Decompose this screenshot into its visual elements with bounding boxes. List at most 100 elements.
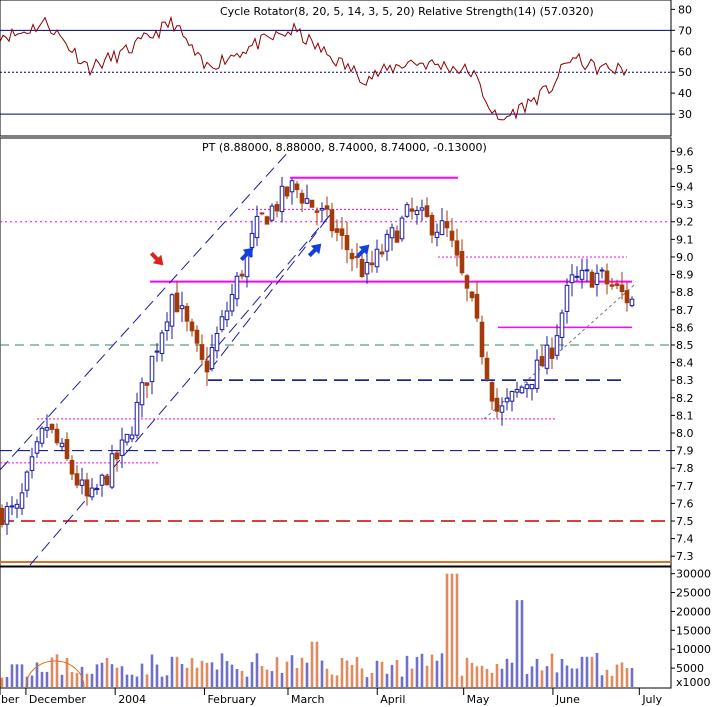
candle-body bbox=[34, 441, 40, 454]
candle-body bbox=[339, 228, 345, 236]
rsi-title: Cycle Rotator(8, 20, 5, 14, 3, 5, 20) Re… bbox=[220, 5, 594, 18]
price-tick-label: 9.0 bbox=[676, 251, 694, 264]
volume-bar bbox=[535, 658, 539, 687]
candle-body bbox=[594, 272, 600, 285]
price-tick-label: 9.1 bbox=[676, 233, 694, 246]
volume-bar bbox=[565, 665, 569, 687]
volume-bar bbox=[520, 600, 524, 687]
volume-bar bbox=[340, 657, 344, 687]
candle-body bbox=[544, 344, 550, 369]
candle-body bbox=[319, 207, 325, 211]
volume-bar bbox=[135, 676, 139, 687]
volume-bar bbox=[440, 653, 444, 687]
volume-bar bbox=[615, 664, 619, 687]
price-tick-label: 8.1 bbox=[676, 409, 694, 422]
candle-body bbox=[184, 305, 190, 322]
volume-bar bbox=[575, 668, 579, 687]
price-axis: 7.3 7.4 7.5 7.6 7.7 7.8 7.9 8.0 8.1 8.2 8.3 8.4 8.5 8… bbox=[671, 145, 694, 563]
price-title: PT (8.88000, 8.88000, 8.74000, 8.74000, … bbox=[202, 141, 487, 154]
volume-bar bbox=[480, 665, 484, 687]
arrow-head bbox=[152, 254, 164, 266]
candle-body bbox=[409, 208, 415, 212]
price-tick-label: 8.4 bbox=[676, 357, 694, 370]
candle-body bbox=[84, 479, 90, 497]
volume-bar bbox=[215, 669, 219, 687]
candle-body bbox=[624, 290, 630, 304]
candle-body bbox=[559, 312, 565, 338]
candle-body bbox=[44, 427, 50, 431]
volume-bar bbox=[0, 677, 4, 687]
volume-bar bbox=[175, 656, 179, 687]
volume-bar bbox=[270, 671, 274, 687]
price-tick-label: 7.5 bbox=[676, 515, 694, 528]
volume-bar bbox=[505, 658, 509, 687]
candle-body bbox=[169, 294, 175, 327]
volume-bar bbox=[500, 668, 504, 687]
rsi-tick-label: 40 bbox=[678, 87, 692, 100]
volume-bar bbox=[330, 674, 334, 687]
x-tick-label: ber bbox=[1, 693, 20, 706]
volume-bar bbox=[260, 666, 264, 687]
volume-bar bbox=[370, 673, 374, 687]
volume-bar bbox=[90, 673, 94, 687]
candle-body bbox=[194, 329, 200, 344]
candle-body bbox=[14, 503, 20, 509]
volume-bar bbox=[230, 664, 234, 687]
volume-bar bbox=[550, 653, 554, 687]
candle-body bbox=[589, 271, 595, 288]
x-tick-label: December bbox=[29, 693, 87, 706]
candle-body bbox=[69, 459, 75, 475]
buy-arrow-marker bbox=[307, 243, 322, 258]
volume-bar bbox=[590, 656, 594, 687]
volume-bar bbox=[245, 676, 249, 687]
price-tick-label: 9.2 bbox=[676, 216, 694, 229]
volume-bar bbox=[360, 668, 364, 687]
volume-bar bbox=[120, 666, 124, 687]
candle-body bbox=[629, 298, 635, 307]
candle-body bbox=[364, 262, 370, 275]
volume-bar bbox=[345, 660, 349, 687]
candle-body bbox=[139, 382, 145, 406]
x-tick-label: February bbox=[207, 693, 256, 706]
x-tick-label: June bbox=[555, 693, 580, 706]
candlesticks bbox=[0, 176, 635, 535]
candle-body bbox=[579, 269, 585, 280]
candle-body bbox=[154, 350, 160, 353]
volume-bar bbox=[595, 653, 599, 687]
candle-body bbox=[469, 291, 475, 299]
price-tick-label: 8.3 bbox=[676, 374, 694, 387]
price-tick-label: 7.9 bbox=[676, 445, 694, 458]
candle-body bbox=[199, 344, 205, 360]
candle-body bbox=[299, 192, 305, 204]
volume-bar bbox=[50, 657, 54, 687]
volume-bar bbox=[170, 656, 174, 687]
volume-bar bbox=[425, 665, 429, 687]
price-tick-label: 9.6 bbox=[676, 145, 694, 158]
arrow-markers bbox=[149, 243, 370, 266]
candle-body bbox=[419, 207, 425, 211]
volume-bar bbox=[55, 654, 59, 687]
trend-channel-line bbox=[209, 214, 331, 371]
candle-body bbox=[459, 250, 465, 274]
candle-body bbox=[329, 209, 335, 232]
candle-body bbox=[499, 405, 505, 413]
volume-bar bbox=[610, 675, 614, 687]
candle-body bbox=[344, 235, 350, 251]
candle-body bbox=[404, 204, 410, 217]
candle-body bbox=[229, 294, 235, 312]
volume-bar bbox=[315, 641, 319, 687]
price-tick-label: 8.0 bbox=[676, 427, 694, 440]
buy-arrow-marker bbox=[239, 247, 254, 262]
volume-bar bbox=[585, 656, 589, 687]
candle-body bbox=[289, 180, 295, 193]
volume-bar bbox=[70, 671, 74, 687]
candle-body bbox=[59, 442, 65, 448]
volume-bar bbox=[285, 661, 289, 687]
rsi-tick-label: 50 bbox=[678, 66, 692, 79]
volume-bar bbox=[280, 672, 284, 687]
volume-bar bbox=[435, 660, 439, 687]
candle-body bbox=[144, 382, 150, 386]
price-tick-label: 8.8 bbox=[676, 286, 694, 299]
volume-tick-label: 5000 bbox=[676, 662, 704, 675]
